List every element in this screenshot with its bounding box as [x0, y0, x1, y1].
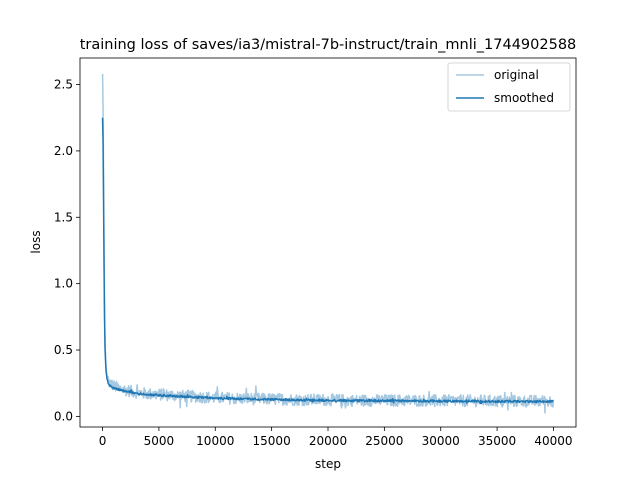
y-tick-label: 2.0	[54, 144, 73, 158]
y-tick-label: 1.5	[54, 210, 73, 224]
legend-label-smoothed: smoothed	[494, 91, 554, 105]
x-tick-label: 15000	[253, 434, 291, 448]
chart-title: training loss of saves/ia3/mistral-7b-in…	[80, 37, 577, 53]
series-layer	[101, 73, 555, 414]
series-line-smoothed	[101, 117, 554, 405]
plot-frame	[79, 57, 577, 428]
x-tick-label: 25000	[365, 434, 403, 448]
series-line-original	[101, 73, 555, 414]
x-tick-label: 10000	[196, 434, 234, 448]
y-axis: 0.0 0.5 1.0 1.5 2.0 2.5	[54, 78, 80, 423]
y-tick-label: 1.0	[54, 277, 73, 291]
x-tick-label: 35000	[478, 434, 516, 448]
y-axis-label: loss	[29, 230, 43, 253]
y-tick-label: 0.0	[54, 409, 73, 423]
plot-area	[79, 57, 577, 428]
x-axis-label: step	[315, 457, 341, 471]
y-tick-label: 0.5	[54, 343, 73, 357]
legend-label-original: original	[494, 68, 539, 82]
x-tick-label: 0	[99, 434, 107, 448]
x-tick-label: 20000	[309, 434, 347, 448]
y-tick-label: 2.5	[54, 78, 73, 92]
x-tick-label: 5000	[144, 434, 175, 448]
x-tick-label: 40000	[534, 434, 572, 448]
legend: original smoothed	[447, 62, 571, 112]
x-tick-label: 30000	[422, 434, 460, 448]
x-axis: 0 5000 10000 15000 20000 25000 30000 35000 40000	[99, 427, 573, 448]
